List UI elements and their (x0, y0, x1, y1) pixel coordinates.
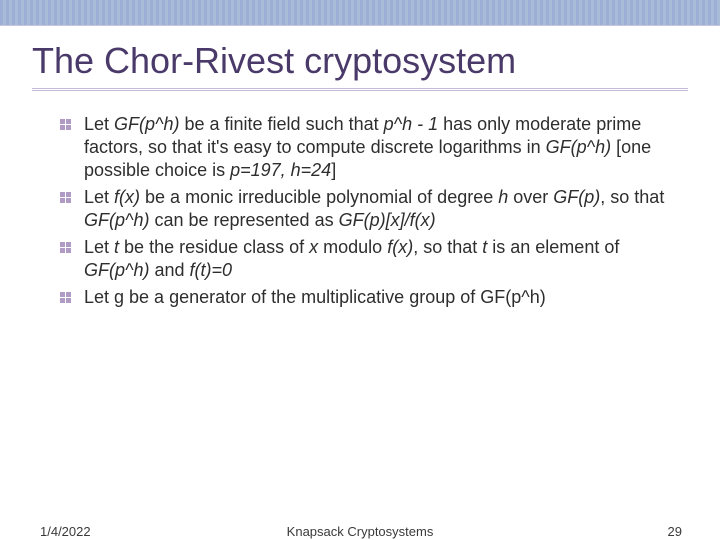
italic-text: GF(p^h) (84, 260, 149, 280)
body-text: can be represented as (149, 210, 338, 230)
body-text: over (508, 187, 553, 207)
body-text: modulo (318, 237, 387, 257)
italic-text: p=197, h=24 (230, 160, 331, 180)
body-text: , so that (413, 237, 482, 257)
bullet-item: Let GF(p^h) be a finite field such that … (60, 113, 680, 182)
body-text: Let g be a generator of the multiplicati… (84, 287, 546, 307)
body-text: is an element of (487, 237, 619, 257)
footer-title: Knapsack Cryptosystems (287, 524, 434, 539)
italic-text: f(x) (114, 187, 140, 207)
italic-text: p^h - 1 (384, 114, 438, 134)
body-text: , so that (600, 187, 664, 207)
footer-date: 1/4/2022 (40, 524, 91, 539)
body-text: be the residue class of (119, 237, 309, 257)
body-text: be a finite field such that (179, 114, 383, 134)
body-text: be a monic irreducible polynomial of deg… (140, 187, 498, 207)
italic-text: f(x) (387, 237, 413, 257)
footer-page: 29 (668, 524, 682, 539)
header-stripe (0, 0, 720, 26)
italic-text: GF(p) (553, 187, 600, 207)
body-text: ] (331, 160, 336, 180)
body-text: and (149, 260, 189, 280)
slide-title: The Chor-Rivest cryptosystem (32, 40, 720, 82)
body-text: Let (84, 187, 114, 207)
title-underline (32, 88, 688, 91)
bullet-item: Let t be the residue class of x modulo f… (60, 236, 680, 282)
body-text: Let (84, 237, 114, 257)
bullet-item: Let g be a generator of the multiplicati… (60, 286, 680, 309)
italic-text: GF(p^h) (114, 114, 179, 134)
italic-text: h (498, 187, 508, 207)
bullet-item: Let f(x) be a monic irreducible polynomi… (60, 186, 680, 232)
slide-content: Let GF(p^h) be a finite field such that … (60, 113, 680, 309)
italic-text: GF(p^h) (84, 210, 149, 230)
italic-text: f(t)=0 (190, 260, 233, 280)
italic-text: GF(p)[x]/f(x) (339, 210, 436, 230)
italic-text: x (309, 237, 318, 257)
body-text: Let (84, 114, 114, 134)
italic-text: GF(p^h) (546, 137, 611, 157)
